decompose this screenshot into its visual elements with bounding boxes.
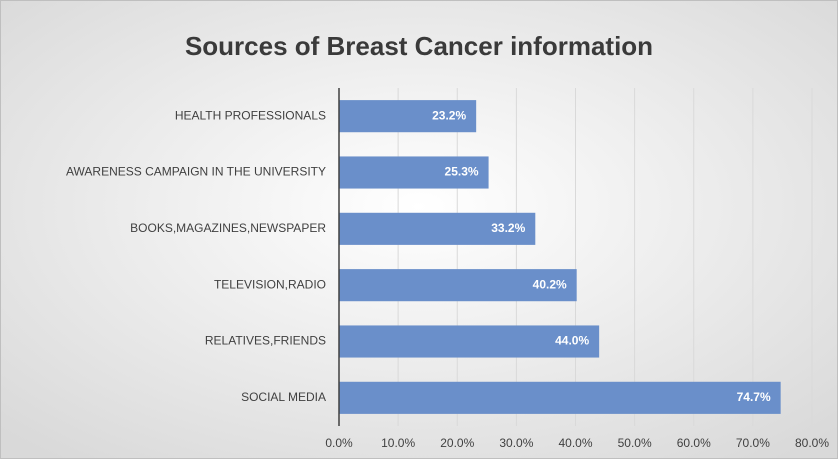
bar bbox=[339, 156, 489, 189]
y-tick-label: RELATIVES,FRIENDS bbox=[205, 334, 326, 348]
x-tick-label: 70.0% bbox=[736, 436, 770, 450]
value-label: 40.2% bbox=[533, 277, 567, 291]
x-tick-label: 0.0% bbox=[325, 436, 353, 450]
y-tick-label: BOOKS,MAGAZINES,NEWSPAPER bbox=[130, 221, 326, 235]
x-tick-label: 40.0% bbox=[558, 436, 592, 450]
x-tick-label: 50.0% bbox=[618, 436, 652, 450]
x-tick-label: 80.0% bbox=[795, 436, 829, 450]
x-tick-label: 60.0% bbox=[677, 436, 711, 450]
bar bbox=[339, 269, 577, 302]
x-tick-label: 30.0% bbox=[499, 436, 533, 450]
bar bbox=[339, 212, 536, 245]
bar bbox=[339, 381, 781, 414]
y-tick-label: SOCIAL MEDIA bbox=[241, 390, 326, 404]
bar bbox=[339, 100, 477, 133]
y-tick-label: HEALTH PROFESSIONALS bbox=[175, 108, 326, 122]
y-tick-label: AWARENESS CAMPAIGN IN THE UNIVERSITY bbox=[66, 165, 326, 179]
y-tick-label: TELEVISION,RADIO bbox=[214, 277, 326, 291]
chart-title: Sources of Breast Cancer information bbox=[185, 31, 653, 61]
x-tick-label: 10.0% bbox=[381, 436, 415, 450]
x-tick-label: 20.0% bbox=[440, 436, 474, 450]
bar bbox=[339, 325, 600, 358]
value-label: 74.7% bbox=[737, 390, 771, 404]
value-label: 23.2% bbox=[432, 108, 466, 122]
value-label: 25.3% bbox=[445, 165, 479, 179]
value-label: 44.0% bbox=[555, 334, 589, 348]
value-label: 33.2% bbox=[491, 221, 525, 235]
